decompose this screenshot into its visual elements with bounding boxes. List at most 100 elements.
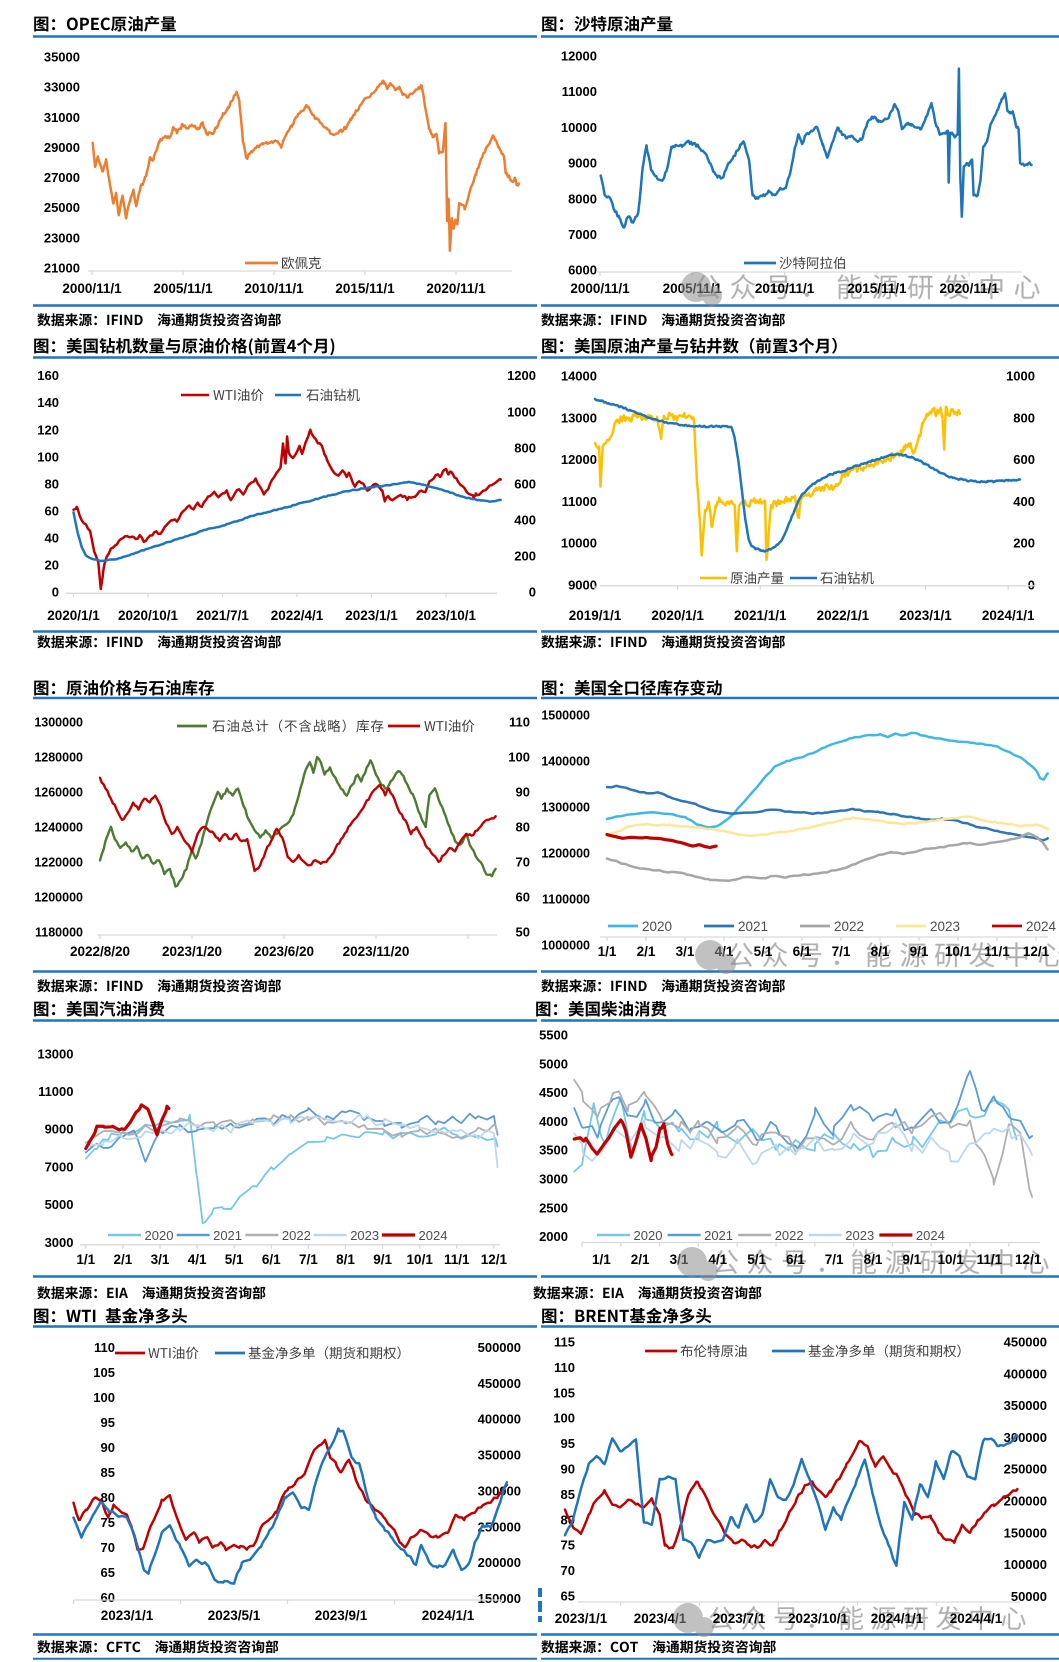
svg-text:6/1: 6/1: [786, 1252, 805, 1267]
svg-text:2023/1/1: 2023/1/1: [899, 608, 952, 623]
svg-text:200000: 200000: [478, 1555, 521, 1570]
svg-text:6/1: 6/1: [793, 944, 812, 959]
svg-text:140: 140: [37, 395, 59, 410]
svg-text:3/1: 3/1: [676, 944, 695, 959]
svg-text:8/1: 8/1: [871, 944, 890, 959]
svg-text:800: 800: [514, 440, 536, 455]
svg-text:90: 90: [516, 785, 530, 800]
svg-text:90: 90: [561, 1462, 575, 1477]
svg-text:95: 95: [561, 1436, 575, 1451]
svg-text:2023/7/1: 2023/7/1: [713, 1611, 766, 1626]
svg-text:8000: 8000: [568, 191, 597, 206]
svg-text:2015/11/1: 2015/11/1: [847, 281, 907, 296]
svg-text:2000/11/1: 2000/11/1: [570, 281, 630, 296]
svg-text:450000: 450000: [1004, 1335, 1047, 1350]
svg-text:2023/10/1: 2023/10/1: [788, 1611, 849, 1626]
svg-text:2022/1/1: 2022/1/1: [817, 608, 870, 623]
svg-text:2023: 2023: [930, 919, 960, 934]
svg-text:2020/11/1: 2020/11/1: [940, 281, 1000, 296]
svg-text:450000: 450000: [478, 1376, 521, 1391]
svg-text:70: 70: [561, 1563, 575, 1578]
svg-text:2023/5/1: 2023/5/1: [208, 1608, 261, 1623]
svg-text:2010/11/1: 2010/11/1: [755, 281, 815, 296]
svg-text:1/1: 1/1: [598, 944, 617, 959]
svg-text:5000: 5000: [539, 1056, 568, 1071]
svg-text:1260000: 1260000: [34, 786, 83, 800]
svg-text:27000: 27000: [44, 170, 80, 185]
svg-text:2/1: 2/1: [114, 1252, 133, 1267]
svg-text:20: 20: [45, 557, 59, 572]
svg-text:1500000: 1500000: [541, 709, 590, 723]
svg-text:2022: 2022: [282, 1228, 311, 1243]
svg-text:90: 90: [101, 1440, 115, 1455]
svg-text:250000: 250000: [478, 1519, 521, 1534]
svg-text:5500: 5500: [539, 1028, 568, 1043]
svg-text:300000: 300000: [478, 1483, 521, 1498]
svg-text:2024: 2024: [916, 1228, 945, 1243]
svg-text:25000: 25000: [44, 200, 80, 215]
svg-text:100: 100: [93, 1390, 115, 1405]
svg-text:12000: 12000: [561, 49, 597, 64]
svg-text:2021: 2021: [213, 1228, 242, 1243]
svg-text:3000: 3000: [45, 1235, 74, 1250]
svg-text:6000: 6000: [568, 263, 597, 278]
svg-text:60: 60: [101, 1590, 115, 1605]
svg-text:5/1: 5/1: [225, 1252, 244, 1267]
svg-text:110: 110: [94, 1340, 115, 1355]
svg-text:11000: 11000: [38, 1084, 73, 1099]
svg-text:60: 60: [45, 503, 59, 518]
svg-text:2000/11/1: 2000/11/1: [62, 281, 122, 296]
svg-text:5/1: 5/1: [754, 944, 773, 959]
svg-text:350000: 350000: [1004, 1398, 1047, 1413]
svg-text:400: 400: [514, 512, 536, 527]
svg-text:9000: 9000: [568, 156, 597, 171]
svg-text:2020/1/1: 2020/1/1: [651, 608, 704, 623]
svg-text:3/1: 3/1: [151, 1252, 170, 1267]
svg-text:1200: 1200: [507, 368, 536, 383]
svg-text:2000: 2000: [539, 1229, 568, 1244]
svg-text:65: 65: [101, 1565, 115, 1580]
svg-text:2023/9/1: 2023/9/1: [315, 1608, 368, 1623]
svg-text:300000: 300000: [1004, 1430, 1047, 1445]
svg-text:2019/1/1: 2019/1/1: [569, 608, 622, 623]
svg-text:12/1: 12/1: [1023, 944, 1050, 959]
svg-text:1400000: 1400000: [541, 755, 590, 769]
svg-text:50: 50: [516, 925, 530, 940]
svg-text:2015/11/1: 2015/11/1: [335, 281, 395, 296]
svg-text:600: 600: [1013, 452, 1035, 467]
svg-text:1/1: 1/1: [592, 1252, 611, 1267]
svg-text:7000: 7000: [45, 1159, 74, 1174]
svg-text:250000: 250000: [1004, 1462, 1047, 1477]
svg-text:2024: 2024: [1026, 919, 1057, 934]
svg-text:150000: 150000: [478, 1591, 521, 1606]
svg-text:2023/1/1: 2023/1/1: [555, 1611, 608, 1626]
svg-text:10000: 10000: [561, 536, 597, 551]
svg-text:2020: 2020: [634, 1228, 663, 1243]
svg-text:7/1: 7/1: [832, 944, 851, 959]
svg-text:11/1: 11/1: [444, 1252, 470, 1267]
svg-text:3500: 3500: [539, 1143, 568, 1158]
svg-text:400000: 400000: [1004, 1366, 1047, 1381]
svg-text:95: 95: [101, 1415, 115, 1430]
svg-text:1200000: 1200000: [34, 891, 83, 905]
svg-text:4000: 4000: [539, 1114, 568, 1129]
svg-text:2023/11/20: 2023/11/20: [343, 944, 410, 959]
svg-text:1220000: 1220000: [34, 856, 83, 870]
svg-text:3000: 3000: [539, 1172, 568, 1187]
svg-text:0: 0: [52, 584, 59, 599]
svg-text:9000: 9000: [568, 578, 597, 593]
svg-text:14000: 14000: [561, 369, 597, 384]
svg-text:100000: 100000: [1004, 1557, 1047, 1572]
svg-text:12/1: 12/1: [481, 1252, 508, 1267]
svg-text:110: 110: [509, 715, 530, 730]
svg-text:105: 105: [93, 1365, 115, 1380]
svg-text:1/1: 1/1: [76, 1252, 95, 1267]
svg-text:500000: 500000: [478, 1340, 521, 1355]
svg-text:80: 80: [45, 476, 59, 491]
svg-text:11000: 11000: [562, 494, 597, 509]
svg-text:150000: 150000: [1004, 1525, 1047, 1540]
svg-text:0: 0: [1028, 578, 1035, 593]
svg-text:9/1: 9/1: [910, 944, 929, 959]
svg-text:160: 160: [37, 368, 59, 383]
svg-text:2020: 2020: [145, 1228, 174, 1243]
